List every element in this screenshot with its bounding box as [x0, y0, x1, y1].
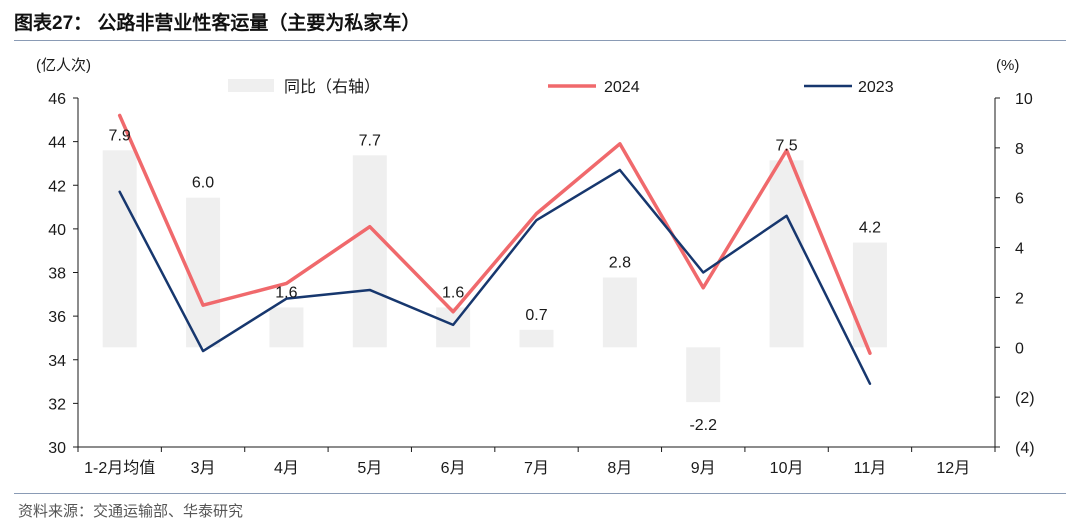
series-lines	[117, 113, 872, 385]
legend: 同比（右轴） 2024 2023	[228, 78, 894, 96]
yoy-bar	[186, 197, 221, 348]
right-tick-label: 2	[1015, 290, 1024, 307]
left-tick-label: 36	[48, 309, 66, 326]
right-axis-title: (%)	[996, 57, 1019, 74]
x-tick-label: 6月	[441, 460, 466, 477]
title-rule	[14, 40, 1066, 41]
x-tick-label: 5月	[357, 460, 382, 477]
right-tick-label: 8	[1015, 141, 1024, 158]
source-rule	[14, 493, 1066, 494]
yoy-bar	[602, 277, 637, 348]
x-tick-label: 4月	[274, 460, 299, 477]
yoy-bar	[519, 329, 554, 348]
bar-data-label: 4.2	[859, 220, 881, 237]
bar-data-label: 7.9	[109, 127, 131, 144]
bar-data-label: 7.7	[359, 132, 381, 149]
bar-data-labels: 7.9 6.0 1.6 7.7 1.6 0.7 2.8 -2.2 7.5 4.2	[109, 127, 882, 434]
left-tick-label: 38	[48, 266, 66, 283]
left-tick-label: 40	[48, 222, 66, 239]
right-tick-label: (4)	[1015, 440, 1035, 457]
yoy-bars	[102, 150, 887, 403]
right-tick-label: (2)	[1015, 390, 1035, 407]
series-line-2023	[118, 168, 872, 385]
left-tick-label: 34	[48, 353, 66, 370]
bar-data-label: 7.5	[775, 137, 797, 154]
legend-swatch-yoy	[228, 79, 274, 92]
left-axis-title: (亿人次)	[36, 57, 91, 74]
left-tick-label: 30	[48, 440, 66, 457]
left-tick-label: 46	[48, 91, 66, 108]
yoy-bar	[269, 307, 304, 348]
series-line-2024	[117, 113, 872, 355]
bar-data-label: 2.8	[609, 254, 631, 271]
right-tick-label: 6	[1015, 191, 1024, 208]
right-tick-label: 0	[1015, 340, 1024, 357]
left-tick-label: 42	[48, 178, 66, 195]
yoy-bar	[352, 155, 387, 348]
legend-label-2024: 2024	[604, 79, 640, 96]
bar-data-label: -2.2	[689, 417, 717, 434]
x-tick-label: 9月	[691, 460, 716, 477]
left-tick-label: 32	[48, 396, 66, 413]
figure-title: 图表27： 公路非营业性客运量（主要为私家车）	[14, 13, 421, 34]
legend-label-yoy: 同比（右轴）	[284, 78, 380, 96]
bar-data-label: 1.6	[442, 284, 464, 301]
x-tick-label: 7月	[524, 460, 549, 477]
x-tick-label: 3月	[191, 460, 216, 477]
legend-label-2023: 2023	[858, 79, 894, 96]
bar-data-label: 0.7	[525, 307, 547, 324]
yoy-bar	[102, 150, 137, 348]
source-note: 资料来源：交通运输部、华泰研究	[18, 503, 244, 520]
yoy-bar	[436, 307, 471, 348]
x-tick-label: 12月	[936, 460, 970, 477]
x-tick-label: 11月	[854, 460, 887, 477]
x-tick-label: 8月	[607, 460, 632, 477]
right-tick-label: 4	[1015, 241, 1024, 258]
right-tick-label: 10	[1015, 91, 1033, 108]
bar-data-label: 6.0	[192, 175, 214, 192]
left-tick-label: 44	[48, 135, 66, 152]
x-tick-label: 10月	[770, 460, 804, 477]
yoy-bar	[769, 160, 804, 348]
x-tick-label: 1-2月均值	[84, 459, 155, 477]
yoy-bar	[852, 242, 887, 348]
yoy-bar	[686, 347, 721, 403]
bar-data-label: 1.6	[275, 284, 297, 301]
